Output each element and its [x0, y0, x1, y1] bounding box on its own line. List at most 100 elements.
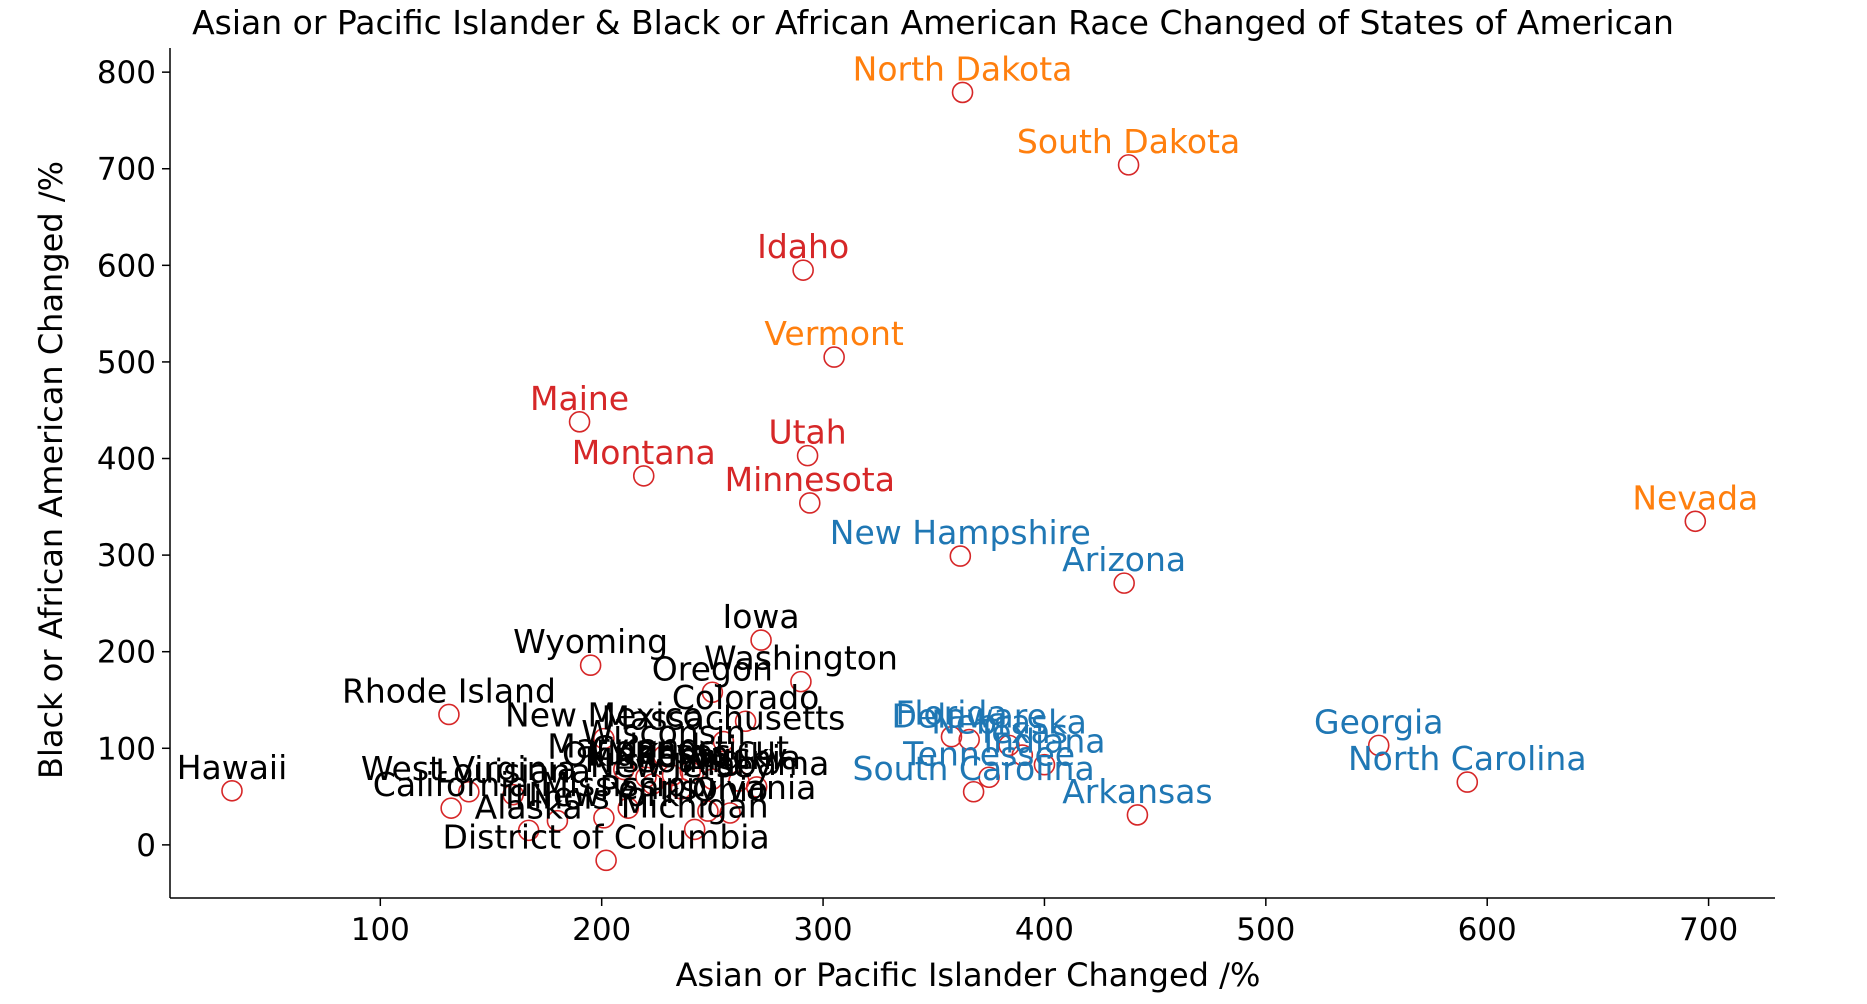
- point-label: Iowa: [723, 597, 800, 636]
- data-point: [221, 779, 243, 802]
- data-point: [951, 81, 974, 104]
- x-tick-label: 100: [351, 912, 410, 948]
- data-point: [790, 670, 812, 693]
- point-label: North Dakota: [853, 49, 1073, 88]
- data-point: [683, 818, 706, 841]
- point-label: Arizona: [1062, 540, 1186, 579]
- point-label: Hawaii: [177, 748, 288, 787]
- point-label: Rhode Island: [342, 671, 556, 710]
- point-label: Alabama: [684, 744, 830, 783]
- point-label: New Mexico: [505, 696, 703, 735]
- point-label: Oklahoma: [562, 734, 730, 773]
- point-label: California: [373, 765, 530, 804]
- y-tick-label: 800: [97, 55, 156, 91]
- y-tick-label: 0: [136, 828, 156, 864]
- point-label: Maryland: [547, 727, 700, 766]
- data-point: [940, 725, 963, 748]
- point-label: South Dakota: [1017, 122, 1240, 161]
- data-point: [750, 629, 772, 651]
- point-label: Colorado: [672, 678, 820, 717]
- data-point: [1113, 572, 1135, 594]
- data-point: [796, 444, 819, 467]
- data-point: [438, 703, 460, 726]
- point-label: District of Columbia: [443, 817, 770, 856]
- data-point: [652, 745, 675, 767]
- data-point: [1011, 744, 1034, 766]
- point-label: Mississippi: [540, 765, 716, 804]
- data-point: [641, 773, 664, 795]
- data-point: [962, 780, 985, 803]
- y-tick-label: 500: [97, 345, 156, 381]
- point-label: Nebraska: [931, 702, 1087, 741]
- point-label: Kentucky: [637, 736, 788, 775]
- point-label: Utah: [768, 413, 846, 452]
- point-label: Delaware: [891, 697, 1046, 736]
- data-point: [1126, 804, 1149, 826]
- point-label: Missouri: [585, 741, 721, 780]
- point-label: Wyoming: [513, 622, 668, 661]
- data-point: [593, 727, 615, 750]
- data-point: [701, 681, 724, 704]
- x-tick-label: 300: [793, 912, 852, 948]
- points-group: [221, 81, 1707, 872]
- point-label: Texas: [976, 712, 1068, 751]
- point-label: North Carolina: [1348, 739, 1587, 778]
- y-tick-label: 600: [97, 248, 156, 284]
- point-label: Pennsylvania: [600, 768, 817, 807]
- data-point: [1684, 510, 1707, 533]
- point-label: Washington: [704, 639, 898, 678]
- x-tick-label: 500: [1236, 912, 1295, 948]
- data-point: [458, 780, 480, 803]
- y-tick-label: 100: [97, 731, 156, 767]
- data-point: [579, 654, 602, 677]
- data-point: [978, 766, 1000, 789]
- x-tick-label: 700: [1679, 912, 1738, 948]
- data-point: [440, 797, 462, 819]
- data-point: [679, 760, 702, 783]
- y-axis-label: Black or African American Changed /%: [32, 161, 70, 779]
- x-tick-label: 600: [1458, 912, 1517, 948]
- point-label: Florida: [895, 694, 1007, 733]
- data-point: [617, 797, 640, 819]
- point-label: South Carolina: [853, 749, 1095, 788]
- data-point: [1117, 154, 1140, 176]
- data-point: [517, 819, 540, 842]
- x-tick-label: 200: [572, 912, 631, 948]
- point-label: Minnesota: [725, 460, 895, 499]
- point-label: Vermont: [764, 314, 904, 353]
- point-label: West Virginia: [361, 749, 577, 788]
- point-label: Kansas: [614, 732, 731, 771]
- data-point: [719, 802, 741, 824]
- data-point: [734, 710, 757, 733]
- data-point: [949, 545, 972, 567]
- point-label: New Hampshire: [830, 513, 1091, 552]
- point-label: Massachusetts: [602, 699, 846, 738]
- data-point: [1033, 753, 1056, 776]
- point-label: Georgia: [1314, 702, 1443, 741]
- x-axis-label: Asian or Pacific Islander Changed /%: [676, 956, 1261, 994]
- point-label: Wisconsin: [581, 713, 746, 752]
- point-label: Louisiana: [435, 752, 591, 791]
- data-point: [593, 807, 615, 829]
- data-point: [502, 783, 524, 806]
- data-point: [595, 849, 617, 872]
- point-label: Illinois: [505, 778, 610, 817]
- data-point: [670, 778, 693, 800]
- data-point: [635, 766, 657, 789]
- point-label: Montana: [572, 433, 716, 472]
- data-point: [745, 776, 768, 798]
- point-label: Virginia: [677, 738, 801, 777]
- point-label: Arkansas: [1062, 772, 1212, 811]
- data-point: [613, 758, 635, 781]
- point-label: Tennessee: [902, 734, 1075, 773]
- x-tick-label: 400: [1015, 912, 1074, 948]
- point-label: Alaska: [475, 787, 583, 826]
- data-point: [568, 411, 591, 433]
- point-label: Nevada: [1632, 478, 1758, 517]
- data-point: [701, 768, 724, 790]
- y-tick-label: 400: [97, 442, 156, 478]
- point-label: Idaho: [757, 227, 849, 266]
- point-labels-group: North Dakota South Dakota Idaho Vermont Main…: [177, 49, 1759, 856]
- data-point: [1367, 734, 1390, 757]
